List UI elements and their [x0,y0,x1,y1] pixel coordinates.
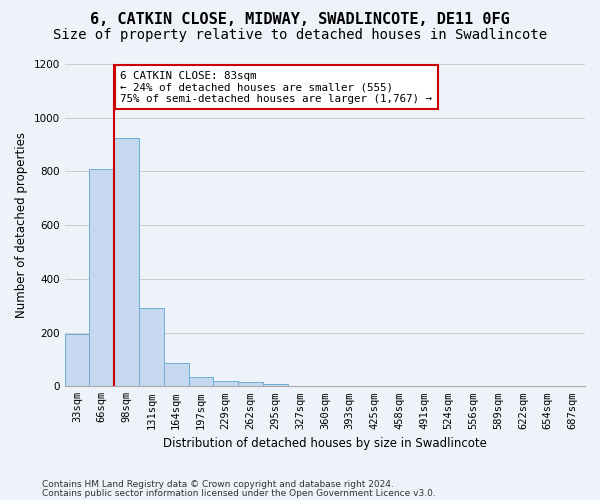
Bar [65,334,89,386]
Bar [238,382,263,386]
Bar [139,308,164,386]
Text: 6 CATKIN CLOSE: 83sqm
← 24% of detached houses are smaller (555)
75% of semi-det: 6 CATKIN CLOSE: 83sqm ← 24% of detached … [121,70,433,104]
Y-axis label: Number of detached properties: Number of detached properties [15,132,28,318]
Text: Contains public sector information licensed under the Open Government Licence v3: Contains public sector information licen… [42,488,436,498]
Text: Size of property relative to detached houses in Swadlincote: Size of property relative to detached ho… [53,28,547,42]
Bar [164,364,188,386]
X-axis label: Distribution of detached houses by size in Swadlincote: Distribution of detached houses by size … [163,437,487,450]
Bar [214,381,238,386]
Bar [188,377,214,386]
Bar [114,138,139,386]
Text: Contains HM Land Registry data © Crown copyright and database right 2024.: Contains HM Land Registry data © Crown c… [42,480,394,489]
Bar [263,384,287,386]
Bar [89,168,114,386]
Text: 6, CATKIN CLOSE, MIDWAY, SWADLINCOTE, DE11 0FG: 6, CATKIN CLOSE, MIDWAY, SWADLINCOTE, DE… [90,12,510,28]
